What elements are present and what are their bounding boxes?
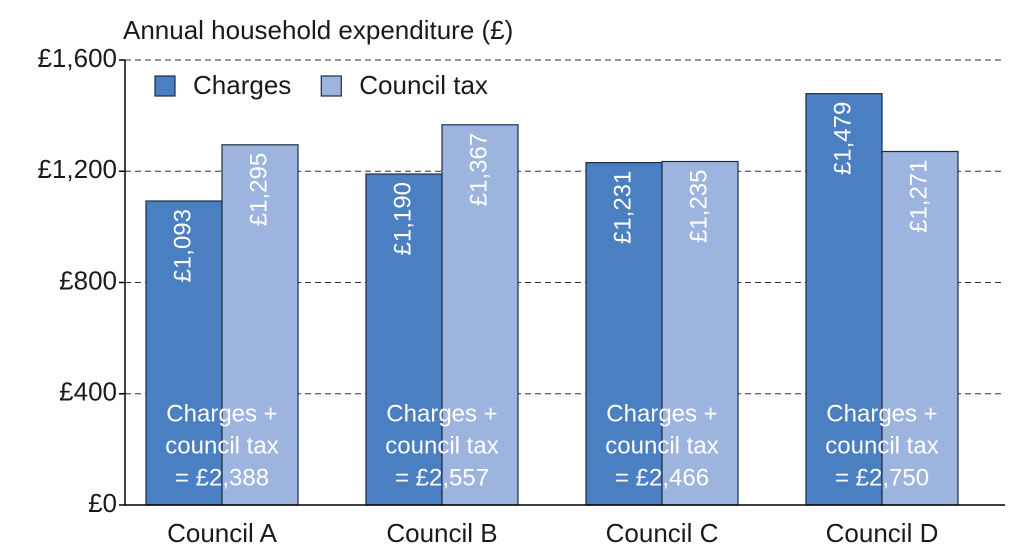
annotation: = £2,466 bbox=[615, 464, 709, 491]
bar bbox=[365, 173, 443, 506]
bar bbox=[661, 160, 739, 506]
annotation: Charges + bbox=[606, 400, 717, 427]
y-tick-label: £400 bbox=[59, 377, 117, 407]
value-label: £1,231 bbox=[609, 171, 636, 244]
value-label: £1,367 bbox=[465, 133, 492, 206]
bar bbox=[441, 124, 519, 506]
value-label: £1,271 bbox=[905, 160, 932, 233]
annotation: = £2,388 bbox=[175, 464, 269, 491]
y-tick-label: £800 bbox=[59, 265, 117, 295]
annotation: = £2,557 bbox=[395, 464, 489, 491]
legend-swatch bbox=[154, 75, 176, 97]
bar bbox=[881, 150, 959, 506]
axis-title: Annual household expenditure (£) bbox=[123, 15, 513, 45]
legend-label: Charges bbox=[193, 70, 291, 100]
annotation: council tax bbox=[165, 432, 278, 459]
annotation: council tax bbox=[825, 432, 938, 459]
value-label: £1,479 bbox=[829, 102, 856, 175]
x-tick-label: Council C bbox=[606, 518, 719, 548]
annotation: council tax bbox=[605, 432, 718, 459]
annotation: = £2,750 bbox=[835, 464, 929, 491]
value-label: £1,235 bbox=[685, 170, 712, 243]
legend-label: Council tax bbox=[359, 70, 488, 100]
value-label: £1,295 bbox=[245, 153, 272, 226]
y-tick-label: £1,200 bbox=[37, 154, 117, 184]
x-tick-label: Council B bbox=[386, 518, 497, 548]
x-tick-label: Council D bbox=[826, 518, 939, 548]
annotation: Charges + bbox=[386, 400, 497, 427]
y-tick-label: £1,600 bbox=[37, 43, 117, 73]
annotation: Charges + bbox=[166, 400, 277, 427]
annotation: Charges + bbox=[826, 400, 937, 427]
value-label: £1,190 bbox=[389, 182, 416, 255]
bar bbox=[585, 162, 663, 506]
value-label: £1,093 bbox=[169, 209, 196, 282]
y-tick-label: £0 bbox=[88, 488, 117, 518]
x-tick-label: Council A bbox=[167, 518, 277, 548]
annotation: council tax bbox=[385, 432, 498, 459]
legend-swatch bbox=[320, 75, 342, 97]
bar bbox=[221, 144, 299, 506]
